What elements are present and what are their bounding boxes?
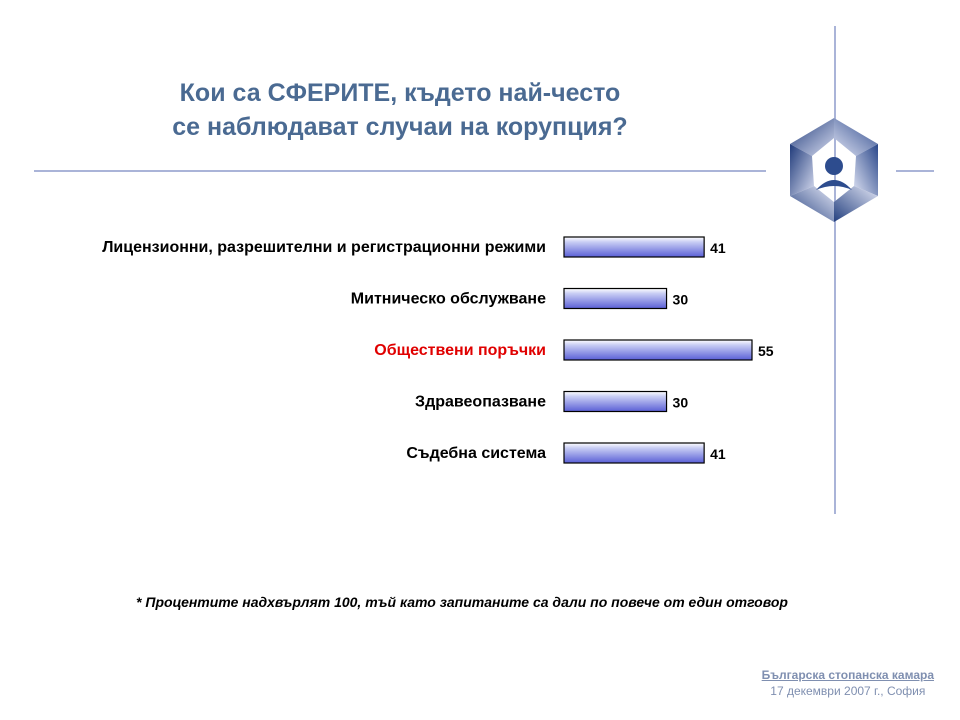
bar	[563, 390, 668, 413]
footnote: * Процентите надхвърлят 100, тъй като за…	[136, 594, 788, 610]
footer-organization: Българска стопанска камара 17 декември 2…	[762, 668, 934, 698]
bar	[563, 287, 668, 310]
organization-logo-icon	[790, 118, 878, 222]
bar-value-label: 30	[673, 395, 689, 411]
slide-title: Кои са СФЕРИТЕ, където най-често се набл…	[60, 76, 740, 144]
organization-name-link[interactable]: Българска стопанска камара	[761, 668, 934, 682]
title-line-2: се наблюдават случаи на корупция?	[172, 113, 628, 141]
vertical-divider	[834, 26, 836, 514]
horizontal-divider-left	[34, 170, 766, 172]
bar	[563, 339, 753, 361]
bar-value-label: 41	[710, 240, 726, 256]
bar	[563, 442, 705, 464]
category-label: Съдебна система	[406, 445, 546, 462]
horizontal-divider-right	[896, 170, 934, 172]
category-label: Здравеопазване	[415, 394, 546, 411]
bar-chart: Лицензионни, разрешителни и регистрацион…	[102, 236, 774, 464]
bar	[563, 236, 705, 258]
title-line-1: Кои са СФЕРИТЕ, където най-често	[179, 79, 621, 107]
bar-value-label: 30	[673, 292, 689, 308]
category-label: Митническо обслужване	[351, 291, 546, 308]
presentation-date: 17 декември 2007 г., София	[770, 684, 926, 698]
bar-value-label: 41	[710, 446, 726, 462]
bar-value-label: 55	[758, 343, 774, 359]
category-label: Обществени поръчки	[374, 342, 546, 359]
category-label: Лицензионни, разрешителни и регистрацион…	[102, 239, 546, 256]
